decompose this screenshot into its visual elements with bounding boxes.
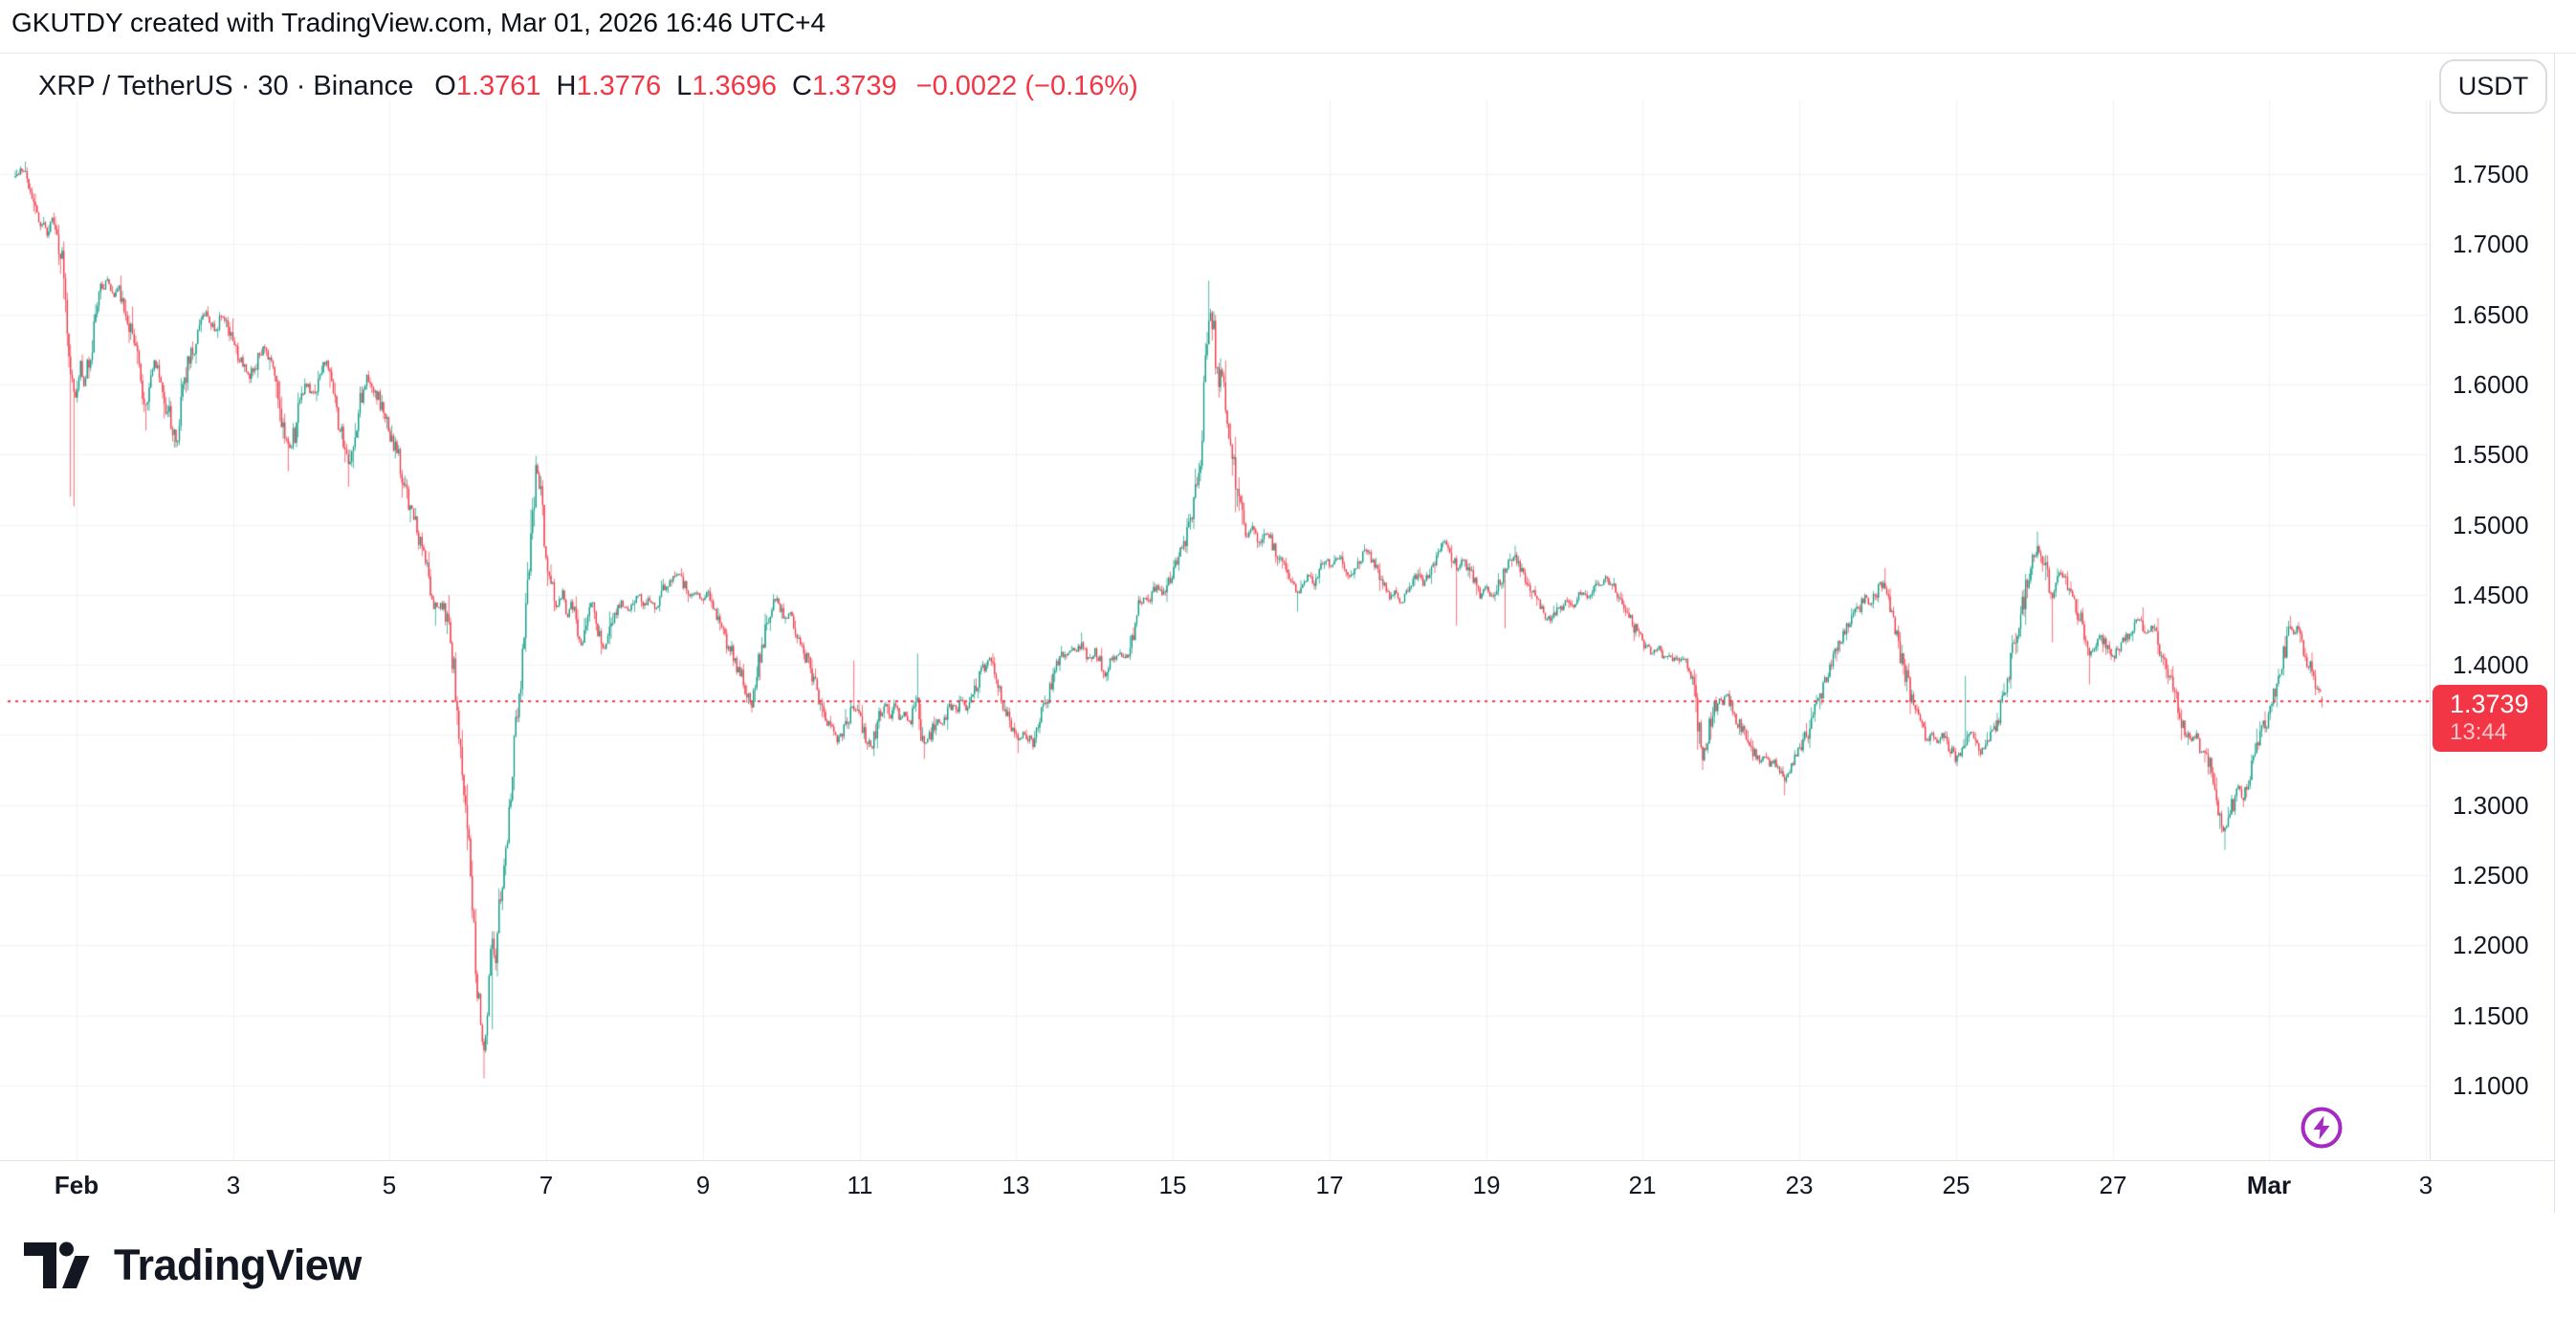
time-tick-label: 3 [2418, 1171, 2433, 1199]
time-tick-label: 23 [1785, 1171, 1814, 1199]
price-tick-label: 1.2000 [2453, 931, 2529, 960]
time-tick-label: 5 [382, 1171, 397, 1199]
time-tick-label: 13 [1002, 1171, 1030, 1199]
chart-legend: XRP / TetherUS · 30 · Binance O1.3761 H1… [38, 71, 1138, 102]
time-tick-label: 17 [1315, 1171, 1344, 1199]
price-tick-label: 1.1500 [2453, 1000, 2529, 1030]
widget-top-divider [0, 53, 2576, 54]
attribution-text: GKUTDY created with TradingView.com, Mar… [11, 8, 826, 37]
last-price-value: 1.3739 [2450, 690, 2529, 718]
time-tick-label: 27 [2099, 1171, 2127, 1199]
time-tick-label: 7 [539, 1171, 554, 1199]
lightning-badge[interactable] [2300, 1106, 2344, 1150]
time-axis[interactable]: Feb 3 5 7 9 11 13 15 17 19 21 23 25 27 Mar 3 [0, 1160, 2554, 1214]
tradingview-logo-icon [24, 1241, 90, 1288]
price-tick-label: 1.4000 [2453, 650, 2529, 680]
ohlc-close: C1.3739 [792, 71, 897, 101]
price-tick-label: 1.5000 [2453, 510, 2529, 539]
time-tick-label: 11 [847, 1171, 873, 1199]
last-price-flag: 1.3739 13:44 [2433, 685, 2547, 752]
time-tick-label: Mar [2246, 1171, 2292, 1199]
price-tick-label: 1.4500 [2453, 580, 2529, 609]
price-tick-label: 1.3000 [2453, 790, 2529, 820]
price-tick-label: 1.6000 [2453, 369, 2529, 399]
price-tick-label: 1.1000 [2453, 1070, 2529, 1100]
time-tick-label: Feb [54, 1171, 99, 1199]
price-axis[interactable]: 1.7500 1.7000 1.6500 1.6000 1.5500 1.5000 1.45… [2430, 100, 2555, 1160]
axis-right-border [2554, 53, 2555, 1213]
time-tick-label: 25 [1942, 1171, 1971, 1199]
ohlc-open: O1.3761 [434, 71, 541, 101]
ohlc-low: L1.3696 [676, 71, 778, 101]
symbol-title[interactable]: XRP / TetherUS · 30 · Binance [38, 71, 414, 101]
ohlc-high: H1.3776 [556, 71, 662, 101]
footer-brand[interactable]: TradingView [24, 1241, 362, 1290]
candlestick-chart-canvas[interactable] [0, 100, 2430, 1160]
time-tick-label: 9 [695, 1171, 711, 1199]
bar-countdown: 13:44 [2450, 719, 2508, 745]
time-tick-label: 15 [1158, 1171, 1187, 1199]
time-tick-label: 3 [226, 1171, 241, 1199]
currency-toggle-button[interactable]: USDT [2439, 59, 2547, 114]
price-tick-label: 1.6500 [2453, 299, 2529, 329]
lightning-bolt-icon [2301, 1107, 2343, 1149]
price-tick-label: 1.2500 [2453, 861, 2529, 890]
price-tick-label: 1.7000 [2453, 230, 2529, 259]
footer-brand-name: TradingView [114, 1241, 362, 1289]
price-change: −0.0022 (−0.16%) [915, 71, 1138, 101]
price-tick-label: 1.5500 [2453, 440, 2529, 470]
price-tick-label: 1.7500 [2453, 160, 2529, 188]
time-tick-label: 21 [1628, 1171, 1657, 1199]
time-tick-label: 19 [1472, 1171, 1501, 1199]
